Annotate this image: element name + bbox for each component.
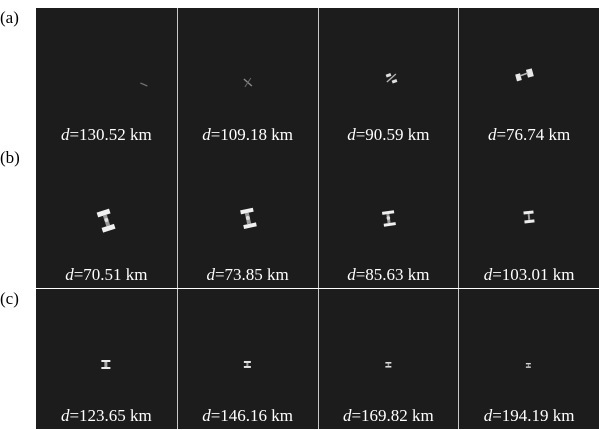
satellite-image bbox=[96, 208, 116, 233]
satellite-image bbox=[523, 210, 535, 224]
image-panel-a3: d=90.59 km bbox=[317, 8, 459, 148]
distance-label: d=103.01 km bbox=[483, 265, 575, 284]
distance-label: d=194.19 km bbox=[483, 406, 575, 425]
image-panel-a1: d=130.52 km bbox=[36, 8, 177, 148]
image-panel-a4: d=76.74 km bbox=[458, 8, 599, 148]
distance-label: d=73.85 km bbox=[206, 265, 289, 284]
satellite-image bbox=[515, 68, 535, 82]
distance-label: d=123.65 km bbox=[60, 406, 152, 425]
satellite-image bbox=[243, 77, 253, 88]
satellite-image bbox=[239, 207, 257, 229]
distance-label: d=130.52 km bbox=[60, 125, 152, 144]
image-panel-b1: d=70.51 km bbox=[36, 148, 177, 288]
satellite-image bbox=[381, 210, 396, 227]
distance-label: d=85.63 km bbox=[347, 265, 430, 284]
image-panel-c2: d=146.16 km bbox=[176, 289, 318, 429]
image-panel-b3: d=85.63 km bbox=[317, 148, 459, 288]
image-row-c: d=123.65 km d=146.16 km d=169.82 km d=19… bbox=[36, 289, 599, 429]
distance-label: d=70.51 km bbox=[65, 265, 148, 284]
distance-label: d=90.59 km bbox=[347, 125, 430, 144]
row-label-b: (b) bbox=[0, 148, 20, 167]
satellite-image bbox=[385, 73, 397, 84]
image-panel-b2: d=73.85 km bbox=[176, 148, 318, 288]
image-row-a: d=130.52 km d=109.18 km d=90.59 km d=76.… bbox=[36, 8, 599, 148]
image-panel-b4: d=103.01 km bbox=[458, 148, 599, 288]
distance-label: d=76.74 km bbox=[487, 125, 571, 144]
row-label-a: (a) bbox=[0, 8, 19, 27]
satellite-image bbox=[526, 362, 532, 368]
image-panel-a2: d=109.18 km bbox=[176, 8, 318, 148]
satellite-image bbox=[140, 82, 148, 87]
image-panel-c4: d=194.19 km bbox=[458, 289, 599, 429]
row-label-c: (c) bbox=[0, 289, 19, 308]
image-panel-c1: d=123.65 km bbox=[36, 289, 177, 429]
satellite-image bbox=[243, 360, 251, 368]
distance-label: d=109.18 km bbox=[202, 125, 294, 144]
image-row-b: d=70.51 km d=73.85 km d=85.63 km bbox=[36, 148, 599, 288]
distance-label: d=169.82 km bbox=[342, 406, 434, 425]
satellite-image bbox=[101, 360, 111, 369]
distance-label: d=146.16 km bbox=[202, 406, 294, 425]
satellite-image bbox=[384, 361, 391, 368]
image-panel-c3: d=169.82 km bbox=[317, 289, 459, 429]
